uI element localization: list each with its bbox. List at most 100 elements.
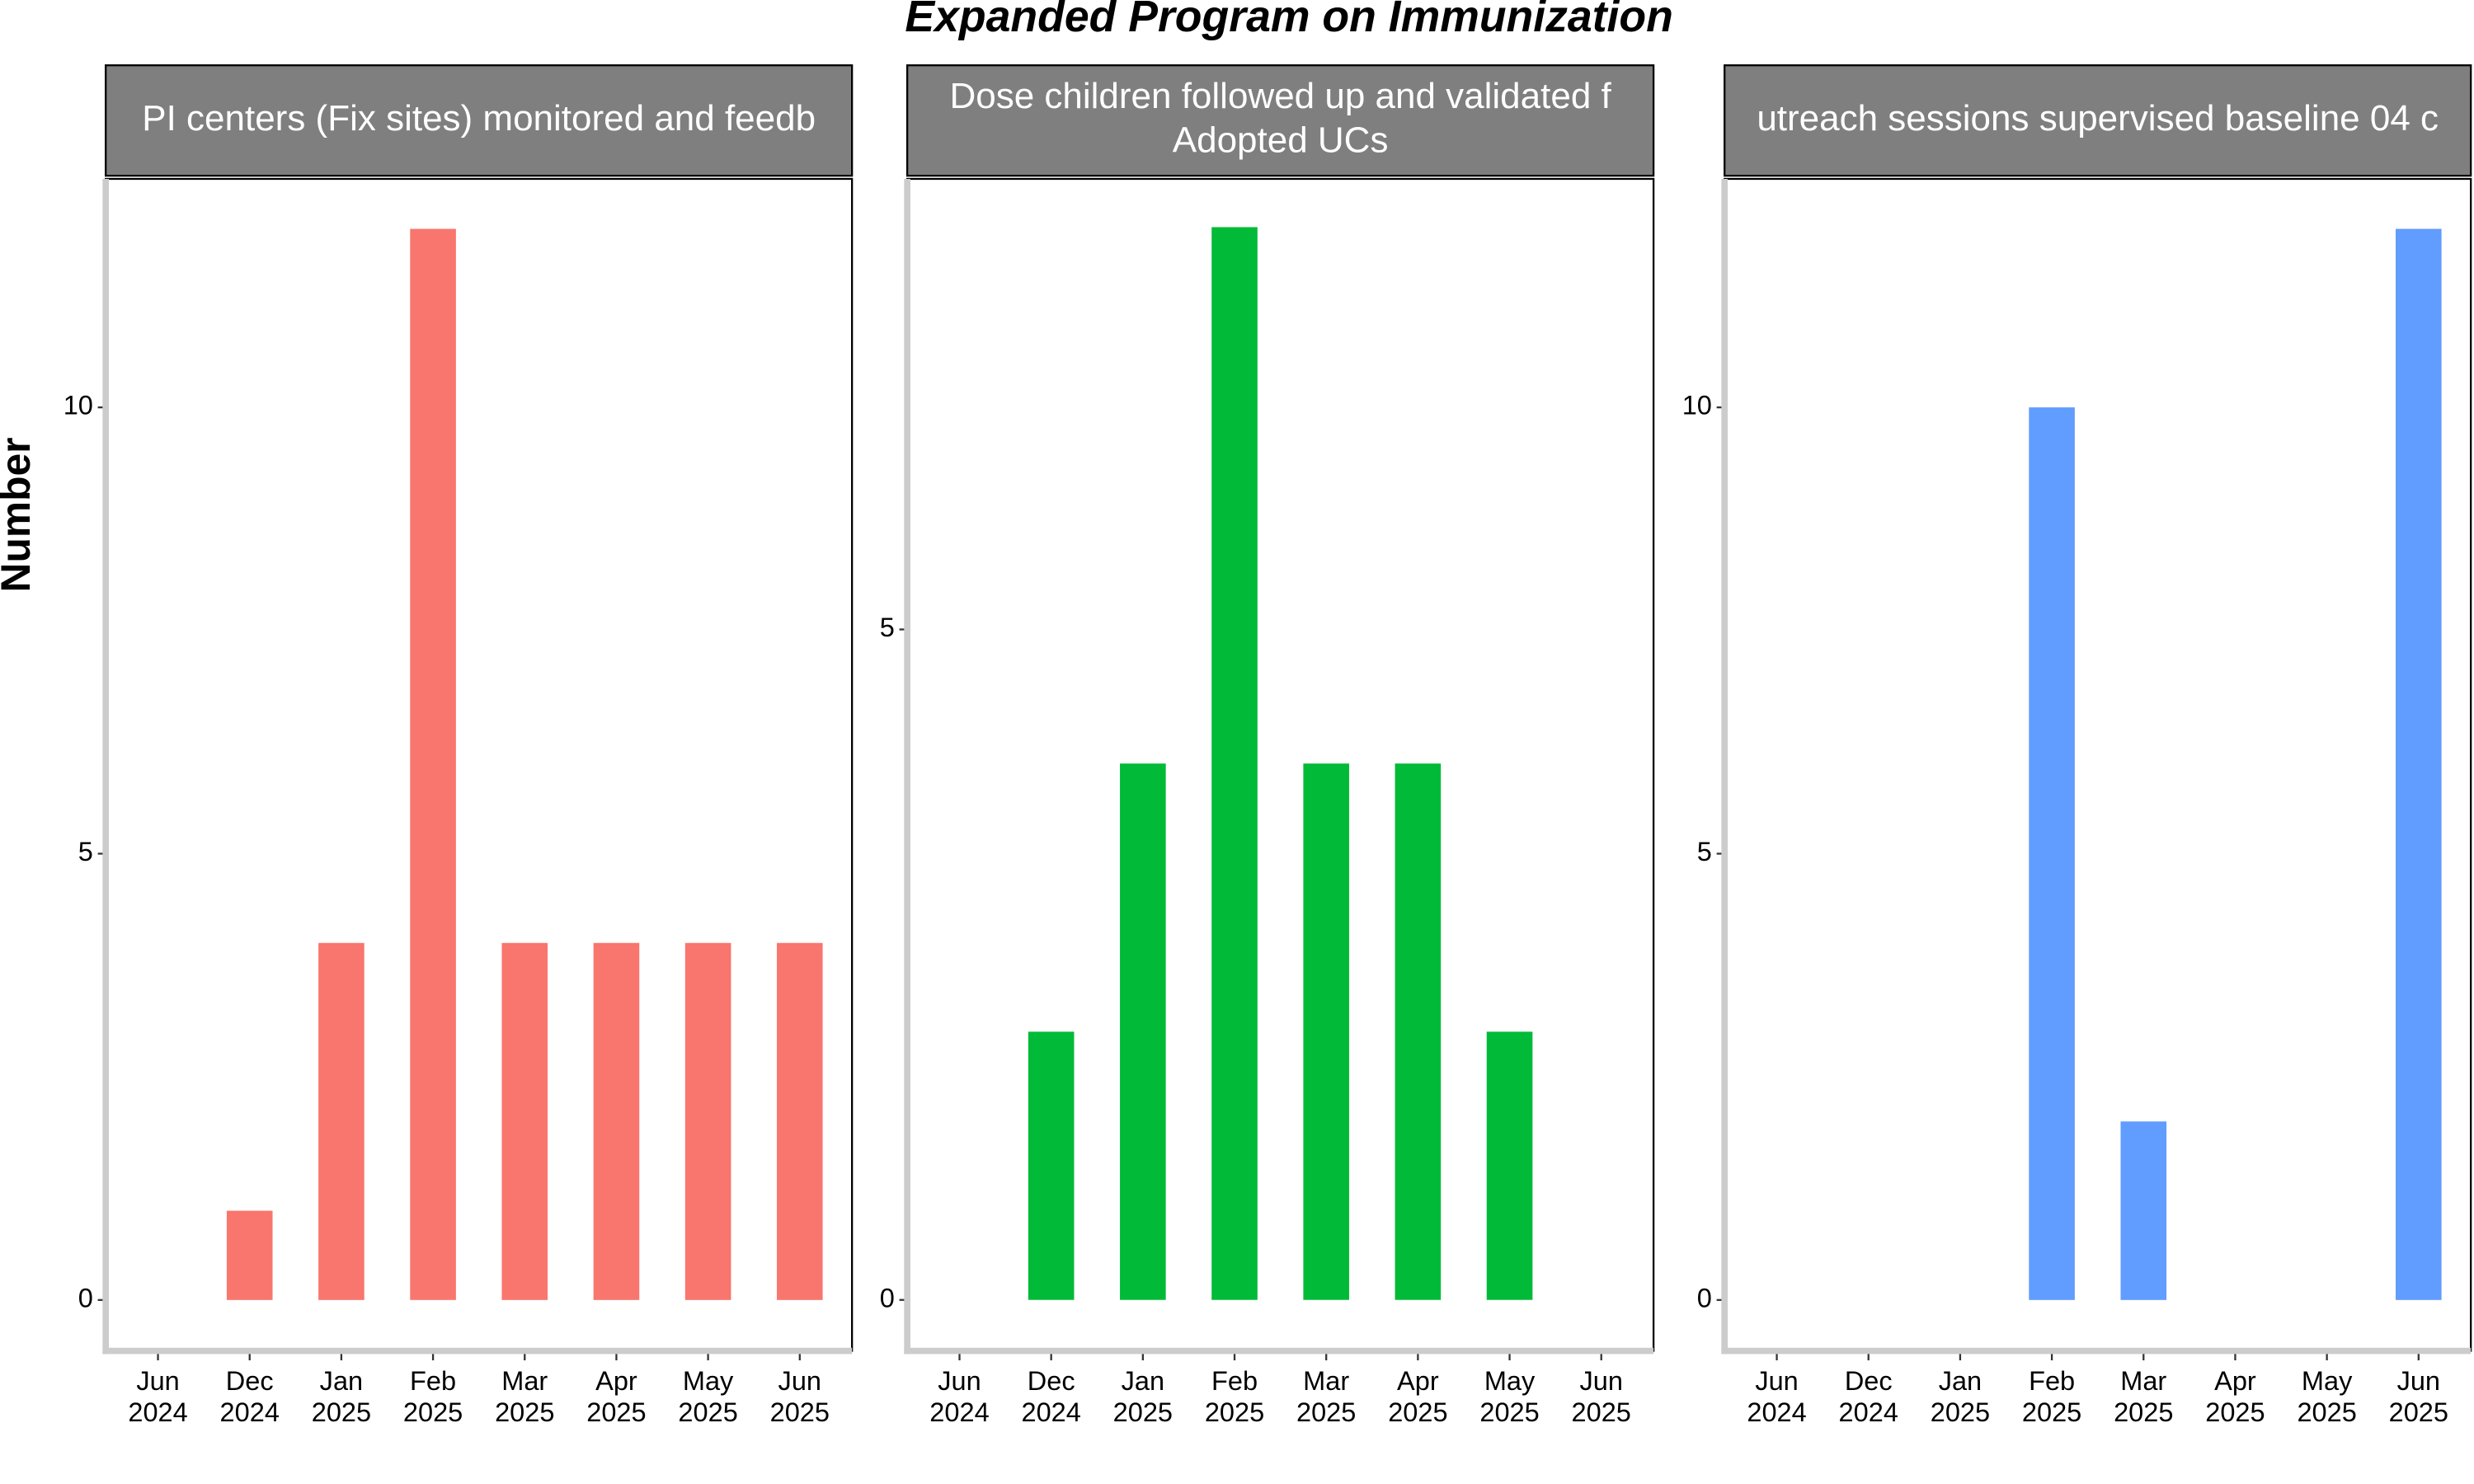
x-tick-label: Apr 2025 [586,1365,646,1426]
x-tick-label: Jun 2024 [128,1365,187,1426]
y-tick-label: 5 [1697,837,1712,866]
x-tick-label-line: 2025 [495,1397,554,1427]
bar [318,942,365,1300]
x-tick-label-line: Mar [2120,1365,2166,1395]
bar [1211,227,1258,1300]
x-tick-label: Dec 2024 [1022,1365,1081,1426]
bar [1486,1031,1533,1300]
x-tick-label: Feb 2025 [1205,1365,1264,1426]
x-tick-label: Mar 2025 [495,1365,554,1426]
bar [776,942,823,1300]
x-tick-label-line: 2025 [1388,1397,1447,1427]
x-tick-label-line: May [683,1365,734,1395]
y-axis-label: Number [0,438,39,593]
x-tick-label-line: 2025 [2205,1397,2265,1427]
x-tick-label-line: 2024 [929,1397,989,1427]
x-tick-label-line: 2025 [586,1397,646,1427]
x-tick-label-line: 2025 [678,1397,737,1427]
panel-border [905,177,1655,1352]
bar [2396,228,2442,1300]
panel-border [1724,177,2472,1352]
bar [226,1210,273,1300]
strip-text: Dose children followed up and validated … [949,76,1611,116]
x-tick-label: Jun 2024 [1747,1365,1806,1426]
x-tick-label-line: 2025 [312,1397,371,1427]
x-tick-label: Apr 2025 [2205,1365,2265,1426]
strip-text-group: Dose children followed up and validated … [949,76,1611,161]
x-tick-label-line: Mar [501,1365,548,1395]
x-tick-label-line: Mar [1303,1365,1349,1395]
x-tick-label-line: Feb [2029,1365,2075,1395]
x-tick-label-line: Jan [1939,1365,1982,1395]
x-tick-label-line: 2025 [1479,1397,1539,1427]
x-tick-label-line: Dec [1028,1365,1075,1395]
strip-text: Adopted UCs [1173,120,1389,161]
strip-text: PI centers (Fix sites) monitored and fee… [142,98,816,139]
y-tick-label: 5 [880,613,895,642]
x-tick-label-line: May [2302,1365,2353,1395]
x-tick-label-line: 2024 [128,1397,187,1427]
x-tick-label-line: 2024 [1747,1397,1806,1427]
x-tick-label-line: 2025 [770,1397,830,1427]
bar [1120,763,1166,1300]
x-tick-label-line: 2024 [220,1397,280,1427]
x-tick-label-line: 2025 [2297,1397,2356,1427]
y-tick-label: 0 [880,1283,895,1313]
bar [410,228,456,1300]
x-tick-label: Mar 2025 [1296,1365,1356,1426]
x-tick-label: Feb 2025 [2022,1365,2081,1426]
y-tick-label: 5 [78,837,93,866]
y-tick-label: 0 [78,1283,93,1313]
strip [105,64,854,177]
y-tick-label: 10 [63,391,93,420]
strip-text-group: PI centers (Fix sites) monitored and fee… [142,98,816,139]
bar [1303,763,1349,1300]
x-tick-label-line: Dec [226,1365,274,1395]
y-tick-label: 10 [1682,391,1712,420]
bar [2120,1121,2167,1300]
x-tick-label-line: 2024 [1839,1397,1898,1427]
x-tick-label: Jun 2025 [770,1365,830,1426]
x-tick-label-line: 2025 [1931,1397,1990,1427]
x-tick-label-line: 2025 [403,1397,463,1427]
strip-text: utreach sessions supervised baseline 04 … [1757,98,2439,139]
strip [905,64,1655,177]
x-tick-label-line: Jan [320,1365,363,1395]
bar [501,942,548,1300]
bar [1395,763,1442,1300]
strip-text-group: utreach sessions supervised baseline 04 … [1757,98,2439,139]
x-tick-label: Apr 2025 [1388,1365,1447,1426]
x-tick-label-line: 2024 [1022,1397,1081,1427]
x-tick-label-line: Apr [595,1365,637,1395]
x-tick-label-line: Jun [938,1365,981,1395]
bar [684,942,731,1300]
x-tick-label-line: 2025 [1572,1397,1631,1427]
x-tick-label: Jan 2025 [312,1365,371,1426]
x-tick-label-line: Apr [2214,1365,2256,1395]
x-tick-label: Jun 2025 [2389,1365,2448,1426]
x-tick-label-line: 2025 [2114,1397,2173,1427]
chart-title: Expanded Program on Immunization [905,0,1673,41]
x-tick-label-line: Jun [136,1365,179,1395]
x-tick-label: Dec 2024 [220,1365,280,1426]
panel-border [105,177,854,1352]
x-tick-label-line: Jun [2397,1365,2440,1395]
x-tick-label-line: 2025 [1205,1397,1264,1427]
x-tick-label: Jan 2025 [1931,1365,1990,1426]
x-tick-label-line: Dec [1845,1365,1893,1395]
x-tick-label: May 2025 [678,1365,737,1426]
x-tick-label: Mar 2025 [2114,1365,2173,1426]
x-tick-label: Dec 2024 [1839,1365,1898,1426]
x-tick-label-line: 2025 [1296,1397,1356,1427]
strip [1724,64,2472,177]
x-tick-label-line: Jan [1122,1365,1164,1395]
x-tick-label-line: Jun [1755,1365,1798,1395]
bar [2029,407,2075,1300]
bar [1028,1031,1075,1300]
x-tick-label-line: 2025 [2389,1397,2448,1427]
x-tick-label: Jun 2024 [929,1365,989,1426]
x-tick-label-line: Feb [1211,1365,1258,1395]
x-tick-label-line: Apr [1397,1365,1439,1395]
x-tick-label: Feb 2025 [403,1365,463,1426]
